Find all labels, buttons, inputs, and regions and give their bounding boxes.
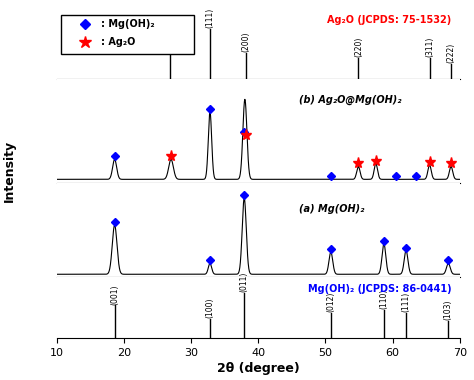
FancyBboxPatch shape [61, 15, 194, 54]
Text: (a) Mg(OH)₂: (a) Mg(OH)₂ [299, 204, 364, 214]
Text: (111): (111) [401, 292, 410, 312]
Text: Mg(OH)₂ (JCPDS: 86-0441): Mg(OH)₂ (JCPDS: 86-0441) [308, 284, 452, 294]
Text: : Ag₂O: : Ag₂O [101, 37, 136, 47]
Text: : Ag₂O: : Ag₂O [101, 37, 136, 47]
Text: (100): (100) [206, 298, 214, 318]
Text: (111): (111) [206, 8, 214, 28]
Text: (110): (110) [165, 22, 174, 42]
X-axis label: 2θ (degree): 2θ (degree) [217, 362, 300, 375]
Text: : Mg(OH)₂: : Mg(OH)₂ [101, 19, 155, 28]
Text: (012): (012) [327, 292, 335, 312]
Text: (001): (001) [110, 284, 119, 304]
Text: (220): (220) [354, 37, 363, 57]
Text: (311): (311) [425, 37, 434, 57]
Text: (103): (103) [444, 299, 453, 320]
Text: (200): (200) [241, 32, 250, 52]
Text: Intensity: Intensity [3, 140, 16, 202]
Text: (110): (110) [379, 289, 388, 309]
Text: (011): (011) [240, 271, 249, 292]
Text: Ag₂O (JCPDS: 75-1532): Ag₂O (JCPDS: 75-1532) [328, 15, 452, 25]
Text: (b) Ag₂O@Mg(OH)₂: (b) Ag₂O@Mg(OH)₂ [299, 95, 401, 105]
Text: : Mg(OH)₂: : Mg(OH)₂ [101, 19, 155, 28]
Text: (222): (222) [447, 43, 456, 63]
